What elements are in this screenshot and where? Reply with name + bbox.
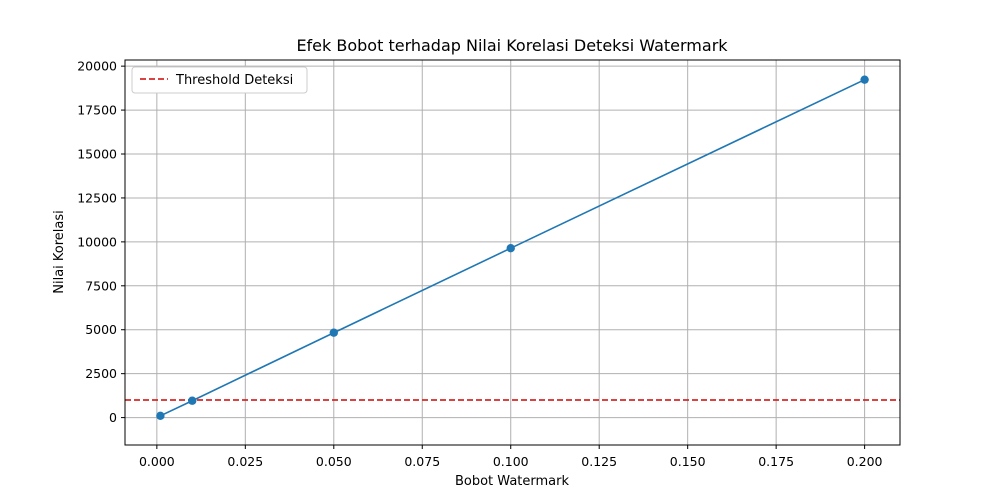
data-point: [188, 396, 197, 405]
grid-layer: [125, 60, 900, 445]
y-tick-label: 12500: [77, 190, 117, 205]
x-axis-ticks: 0.000 0.025 0.050 0.075 0.100 0.125 0.150 0.175…: [139, 445, 883, 469]
legend-box: [131, 66, 308, 94]
legend: Threshold Deteksi: [131, 66, 308, 94]
chart-title: Efek Bobot terhadap Nilai Korelasi Detek…: [296, 36, 728, 55]
y-tick-label: 15000: [77, 147, 117, 162]
x-tick-label: 0.175: [758, 454, 794, 469]
y-axis-label: Nilai Korelasi: [52, 210, 67, 294]
x-tick-label: 0.075: [404, 454, 440, 469]
x-tick-label: 0.150: [670, 454, 706, 469]
x-tick-label: 0.200: [847, 454, 883, 469]
x-tick-label: 0.000: [139, 454, 175, 469]
data-point: [329, 328, 338, 337]
y-tick-label: 7500: [85, 278, 117, 293]
data-point: [860, 75, 869, 84]
y-tick-label: 0: [109, 410, 117, 425]
data-point: [156, 411, 165, 421]
series-layer: [156, 75, 869, 421]
x-tick-label: 0.025: [227, 454, 263, 469]
y-tick-label: 17500: [77, 103, 117, 118]
x-tick-label: 0.050: [316, 454, 352, 469]
y-tick-label: 2500: [85, 366, 117, 381]
x-tick-label: 0.100: [493, 454, 529, 469]
legend-threshold-label: Threshold Deteksi: [175, 73, 293, 88]
y-tick-label: 10000: [77, 234, 117, 249]
y-tick-label: 20000: [77, 59, 117, 74]
x-tick-label: 0.125: [581, 454, 617, 469]
data-point: [506, 243, 515, 253]
y-tick-label: 5000: [85, 322, 117, 337]
y-axis-ticks: 0 2500 5000 7500 10000 12500 15000 17500 20000: [77, 59, 125, 425]
x-axis-label: Bobot Watermark: [455, 474, 569, 489]
plot-frame: [124, 59, 901, 446]
